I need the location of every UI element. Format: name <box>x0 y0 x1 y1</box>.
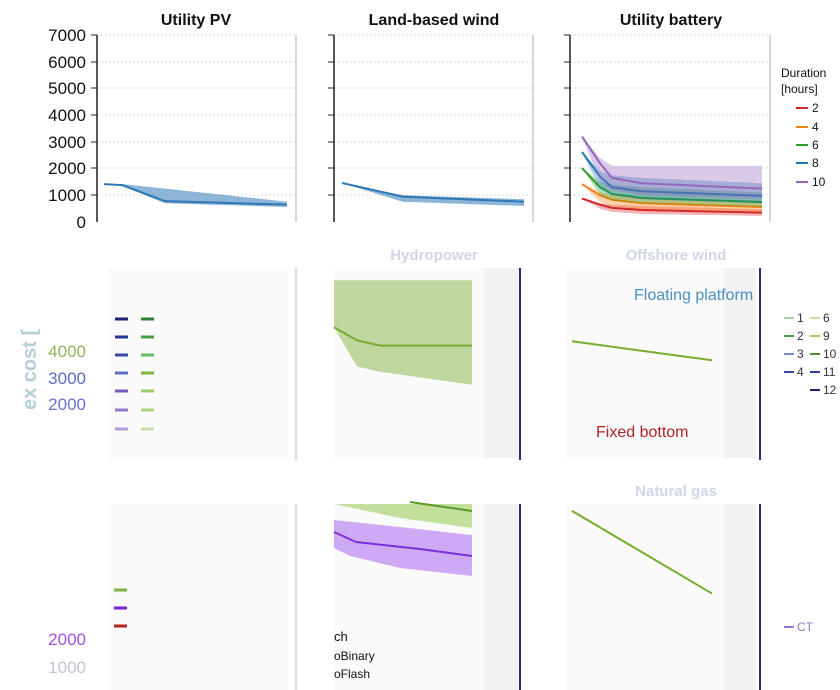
land-based-wind-band-0 <box>342 182 524 206</box>
class-label-10: 10 <box>823 347 837 361</box>
bottom-row-backgrounds <box>108 504 756 690</box>
tech-label-ch: ch <box>334 629 348 644</box>
y-tick-2000: 2000 <box>48 159 86 178</box>
utility-battery-line-0 <box>581 197 763 214</box>
y-tick-mid-4000: 4000 <box>48 342 86 361</box>
utility-battery-band-2 <box>582 168 762 208</box>
utility-pv-band-0 <box>104 184 287 208</box>
utility-battery-band-4 <box>582 136 762 200</box>
y-tick-7000: 7000 <box>48 26 86 45</box>
middle-row-backgrounds <box>108 268 756 458</box>
csp-legend-marks <box>115 317 154 431</box>
faint-title-hydropower: Hydropower <box>390 247 478 264</box>
series-natural-gas <box>571 510 713 595</box>
annotation-floating-platform: Floating platform <box>634 287 753 304</box>
utility-pv-line-0 <box>103 183 288 206</box>
class-label-2: 2 <box>797 329 804 343</box>
series-offshore-wind <box>571 340 713 362</box>
y-tick-6000: 6000 <box>48 53 86 72</box>
legend-label-10: 10 <box>812 175 826 189</box>
class-label-4: 4 <box>797 365 804 379</box>
class-label-11: 11 <box>823 365 836 379</box>
hydropower-band-0 <box>334 280 472 385</box>
tech-label-oflash: oFlash <box>334 667 370 681</box>
y-tick-0: 0 <box>77 213 86 232</box>
legend-title-line2: [hours] <box>781 82 818 96</box>
class-label-12: 12 <box>823 383 837 397</box>
y-tick-mid-2000: 2000 <box>48 395 86 414</box>
bottom-bands <box>333 501 473 576</box>
legend-label-2: 2 <box>812 101 819 115</box>
y-tick-mid-3000: 3000 <box>48 369 86 388</box>
tech-label-obinary: oBinary <box>334 649 375 663</box>
legend-label-6: 6 <box>812 138 819 152</box>
y-axis-label-capex: ex cost [ <box>19 329 41 410</box>
natural-gas-line-0 <box>571 510 713 595</box>
y-tick-marks <box>91 34 570 196</box>
utility-battery-line-3 <box>581 151 763 197</box>
legend-label-8: 8 <box>812 156 819 170</box>
offshore-wind-line-0 <box>571 340 713 362</box>
utility-battery-band-3 <box>582 152 762 204</box>
geothermal-tech-legend: ch oBinary oFlash CT <box>334 620 814 681</box>
series-land-wind <box>341 182 525 206</box>
y-tick-1000: 1000 <box>48 186 86 205</box>
utility-battery-line-2 <box>581 167 763 203</box>
line-purple-bottom <box>333 531 473 557</box>
series-hydropower <box>333 280 472 385</box>
class-label-6: 6 <box>823 311 830 325</box>
y-tick-bottom-1000: 1000 <box>48 658 86 677</box>
series-utility-battery <box>581 135 763 216</box>
bottom-row-dividers <box>295 504 761 690</box>
legend-label-4: 4 <box>812 120 819 134</box>
geothermal-legend-marks <box>114 588 127 628</box>
y-tick-bottom-2000: 2000 <box>48 630 86 649</box>
line-green-bottom <box>409 501 473 512</box>
faint-title-offshore: Offshore wind <box>626 247 727 264</box>
class-label-1: 1 <box>797 311 804 325</box>
land-based-wind-line-0 <box>341 182 525 203</box>
annotation-fixed-bottom: Fixed bottom <box>596 424 688 441</box>
y-tick-4000: 4000 <box>48 106 86 125</box>
y-tick-3000: 3000 <box>48 133 86 152</box>
y-tick-5000: 5000 <box>48 79 86 98</box>
utility-battery-line-4 <box>581 135 763 190</box>
series-utility-pv <box>103 183 288 208</box>
middle-row-dividers <box>295 268 761 460</box>
legend-title-line1: Duration <box>781 66 826 80</box>
faint-title-natural-gas: Natural gas <box>635 483 717 500</box>
class-label-3: 3 <box>797 347 804 361</box>
panel-title-utility-battery: Utility battery <box>620 12 722 29</box>
tech-label-ct: CT <box>797 620 814 634</box>
offshore-class-legend: 1 2 3 4 6 9 10 11 12 <box>784 311 837 397</box>
class-label-9: 9 <box>823 329 830 343</box>
hydropower-line-0 <box>333 326 472 347</box>
panel-frames <box>96 35 771 222</box>
utility-battery-line-1 <box>581 183 763 209</box>
duration-legend: Duration [hours] 2 4 6 8 10 <box>781 66 826 189</box>
panel-title-utility-pv: Utility PV <box>161 12 232 29</box>
y-tick-labels: 7000 6000 5000 4000 3000 2000 1000 0 <box>48 26 86 232</box>
band-green-bottom <box>334 504 472 528</box>
panel-title-land-wind: Land-based wind <box>369 12 500 29</box>
